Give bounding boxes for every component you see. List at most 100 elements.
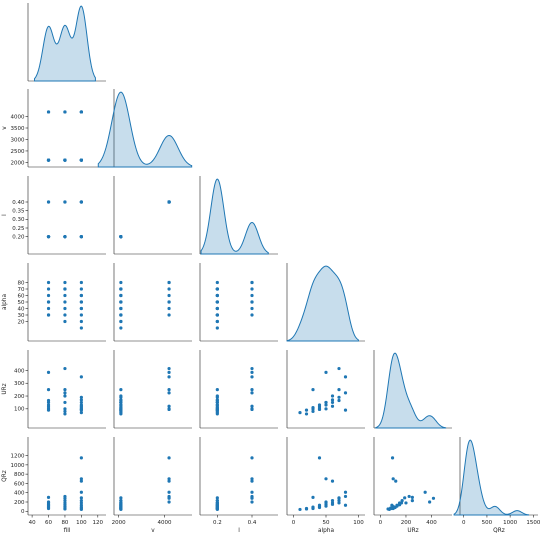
data-point xyxy=(63,412,67,416)
data-point xyxy=(63,409,67,413)
y-tick-label: 4000 xyxy=(11,114,25,120)
data-point xyxy=(304,408,309,412)
data-point xyxy=(250,456,254,460)
data-point xyxy=(215,398,219,402)
data-point xyxy=(46,388,51,392)
data-point xyxy=(215,395,219,399)
data-point xyxy=(79,395,83,399)
data-point xyxy=(317,503,322,507)
data-point xyxy=(311,505,315,509)
data-point xyxy=(167,280,171,285)
x-tick-label: 0 xyxy=(292,520,296,526)
data-point xyxy=(79,313,83,317)
data-point xyxy=(79,200,83,204)
y-tick-label: 800 xyxy=(14,472,25,478)
data-point xyxy=(250,370,254,374)
y-tick-label: 0.40 xyxy=(12,200,25,206)
data-point xyxy=(324,370,328,374)
data-point xyxy=(215,405,219,410)
data-point xyxy=(324,400,328,405)
x-tick-label: 0.2 xyxy=(213,520,222,526)
data-point xyxy=(79,375,83,379)
panel-l-vs-v xyxy=(113,176,192,255)
y-tick-label: 30 xyxy=(18,313,25,319)
data-point xyxy=(119,313,123,317)
data-point xyxy=(167,375,171,379)
data-point xyxy=(215,400,219,405)
data-point xyxy=(250,280,254,285)
data-point xyxy=(46,235,51,239)
data-point xyxy=(79,158,83,162)
data-point xyxy=(304,412,309,416)
data-point xyxy=(119,405,123,410)
data-point xyxy=(46,503,51,507)
data-point xyxy=(79,293,83,298)
data-point xyxy=(298,411,302,415)
data-point xyxy=(119,499,123,503)
y-tick-label: 300 xyxy=(14,381,25,387)
data-point xyxy=(215,319,219,324)
data-point xyxy=(337,496,341,500)
data-point xyxy=(46,200,51,204)
data-point xyxy=(79,404,83,408)
y-tick-label: 200 xyxy=(14,500,25,506)
panel-QRz-vs-alpha: 0 50 100 alpha xyxy=(286,437,365,534)
data-point xyxy=(317,456,322,460)
data-point xyxy=(46,280,51,285)
data-point xyxy=(63,501,67,505)
data-point xyxy=(63,300,67,304)
panel-l-vs-l xyxy=(199,176,278,255)
data-point xyxy=(119,503,123,507)
data-point xyxy=(428,500,432,504)
data-point xyxy=(63,319,67,324)
data-point xyxy=(403,496,407,500)
data-point xyxy=(324,407,328,411)
data-point xyxy=(63,388,67,392)
data-point xyxy=(63,110,67,114)
panel-v-vs-v xyxy=(97,89,193,168)
data-point xyxy=(63,293,67,298)
data-point xyxy=(79,456,83,460)
data-point xyxy=(119,496,123,500)
y-tick-label: 0 xyxy=(21,509,25,515)
y-tick-label: 200 xyxy=(14,394,25,400)
panel-QRz-vs-fill: 0 200 400 600 800 1000 1200 QRz 40 60 80 100 120 fill xyxy=(2,437,106,534)
data-point xyxy=(79,287,83,291)
data-point xyxy=(215,408,219,412)
data-point xyxy=(410,499,414,503)
x-axis-label: alpha xyxy=(318,528,335,534)
x-tick-label: 1000 xyxy=(503,520,517,526)
data-point xyxy=(119,235,123,239)
data-point xyxy=(79,503,83,507)
data-point xyxy=(46,398,51,403)
y-axis-label: URz xyxy=(2,383,8,394)
data-point xyxy=(79,490,83,494)
data-point xyxy=(63,494,67,499)
panel-URz-vs-alpha xyxy=(286,350,365,429)
data-point xyxy=(46,495,51,499)
data-point xyxy=(46,408,51,412)
data-point xyxy=(63,391,67,395)
data-point xyxy=(79,300,83,304)
data-point xyxy=(79,496,83,500)
kde-curve-l xyxy=(200,178,269,255)
data-point xyxy=(46,287,51,291)
data-point xyxy=(79,235,83,239)
data-point xyxy=(46,500,51,504)
data-point xyxy=(343,391,348,395)
data-point xyxy=(250,494,254,499)
data-point xyxy=(167,366,171,371)
y-tick-label: 600 xyxy=(14,481,25,487)
data-point xyxy=(250,375,254,379)
x-tick-label: 500 xyxy=(482,520,493,526)
data-point xyxy=(317,407,322,412)
data-point xyxy=(119,501,123,505)
data-point xyxy=(119,388,123,392)
y-tick-label: 3000 xyxy=(11,137,25,143)
data-point xyxy=(79,501,83,505)
x-tick-label: 60 xyxy=(45,520,52,526)
data-point xyxy=(46,110,51,114)
x-tick-label: 120 xyxy=(93,520,104,526)
y-tick-label: 2000 xyxy=(11,160,25,166)
